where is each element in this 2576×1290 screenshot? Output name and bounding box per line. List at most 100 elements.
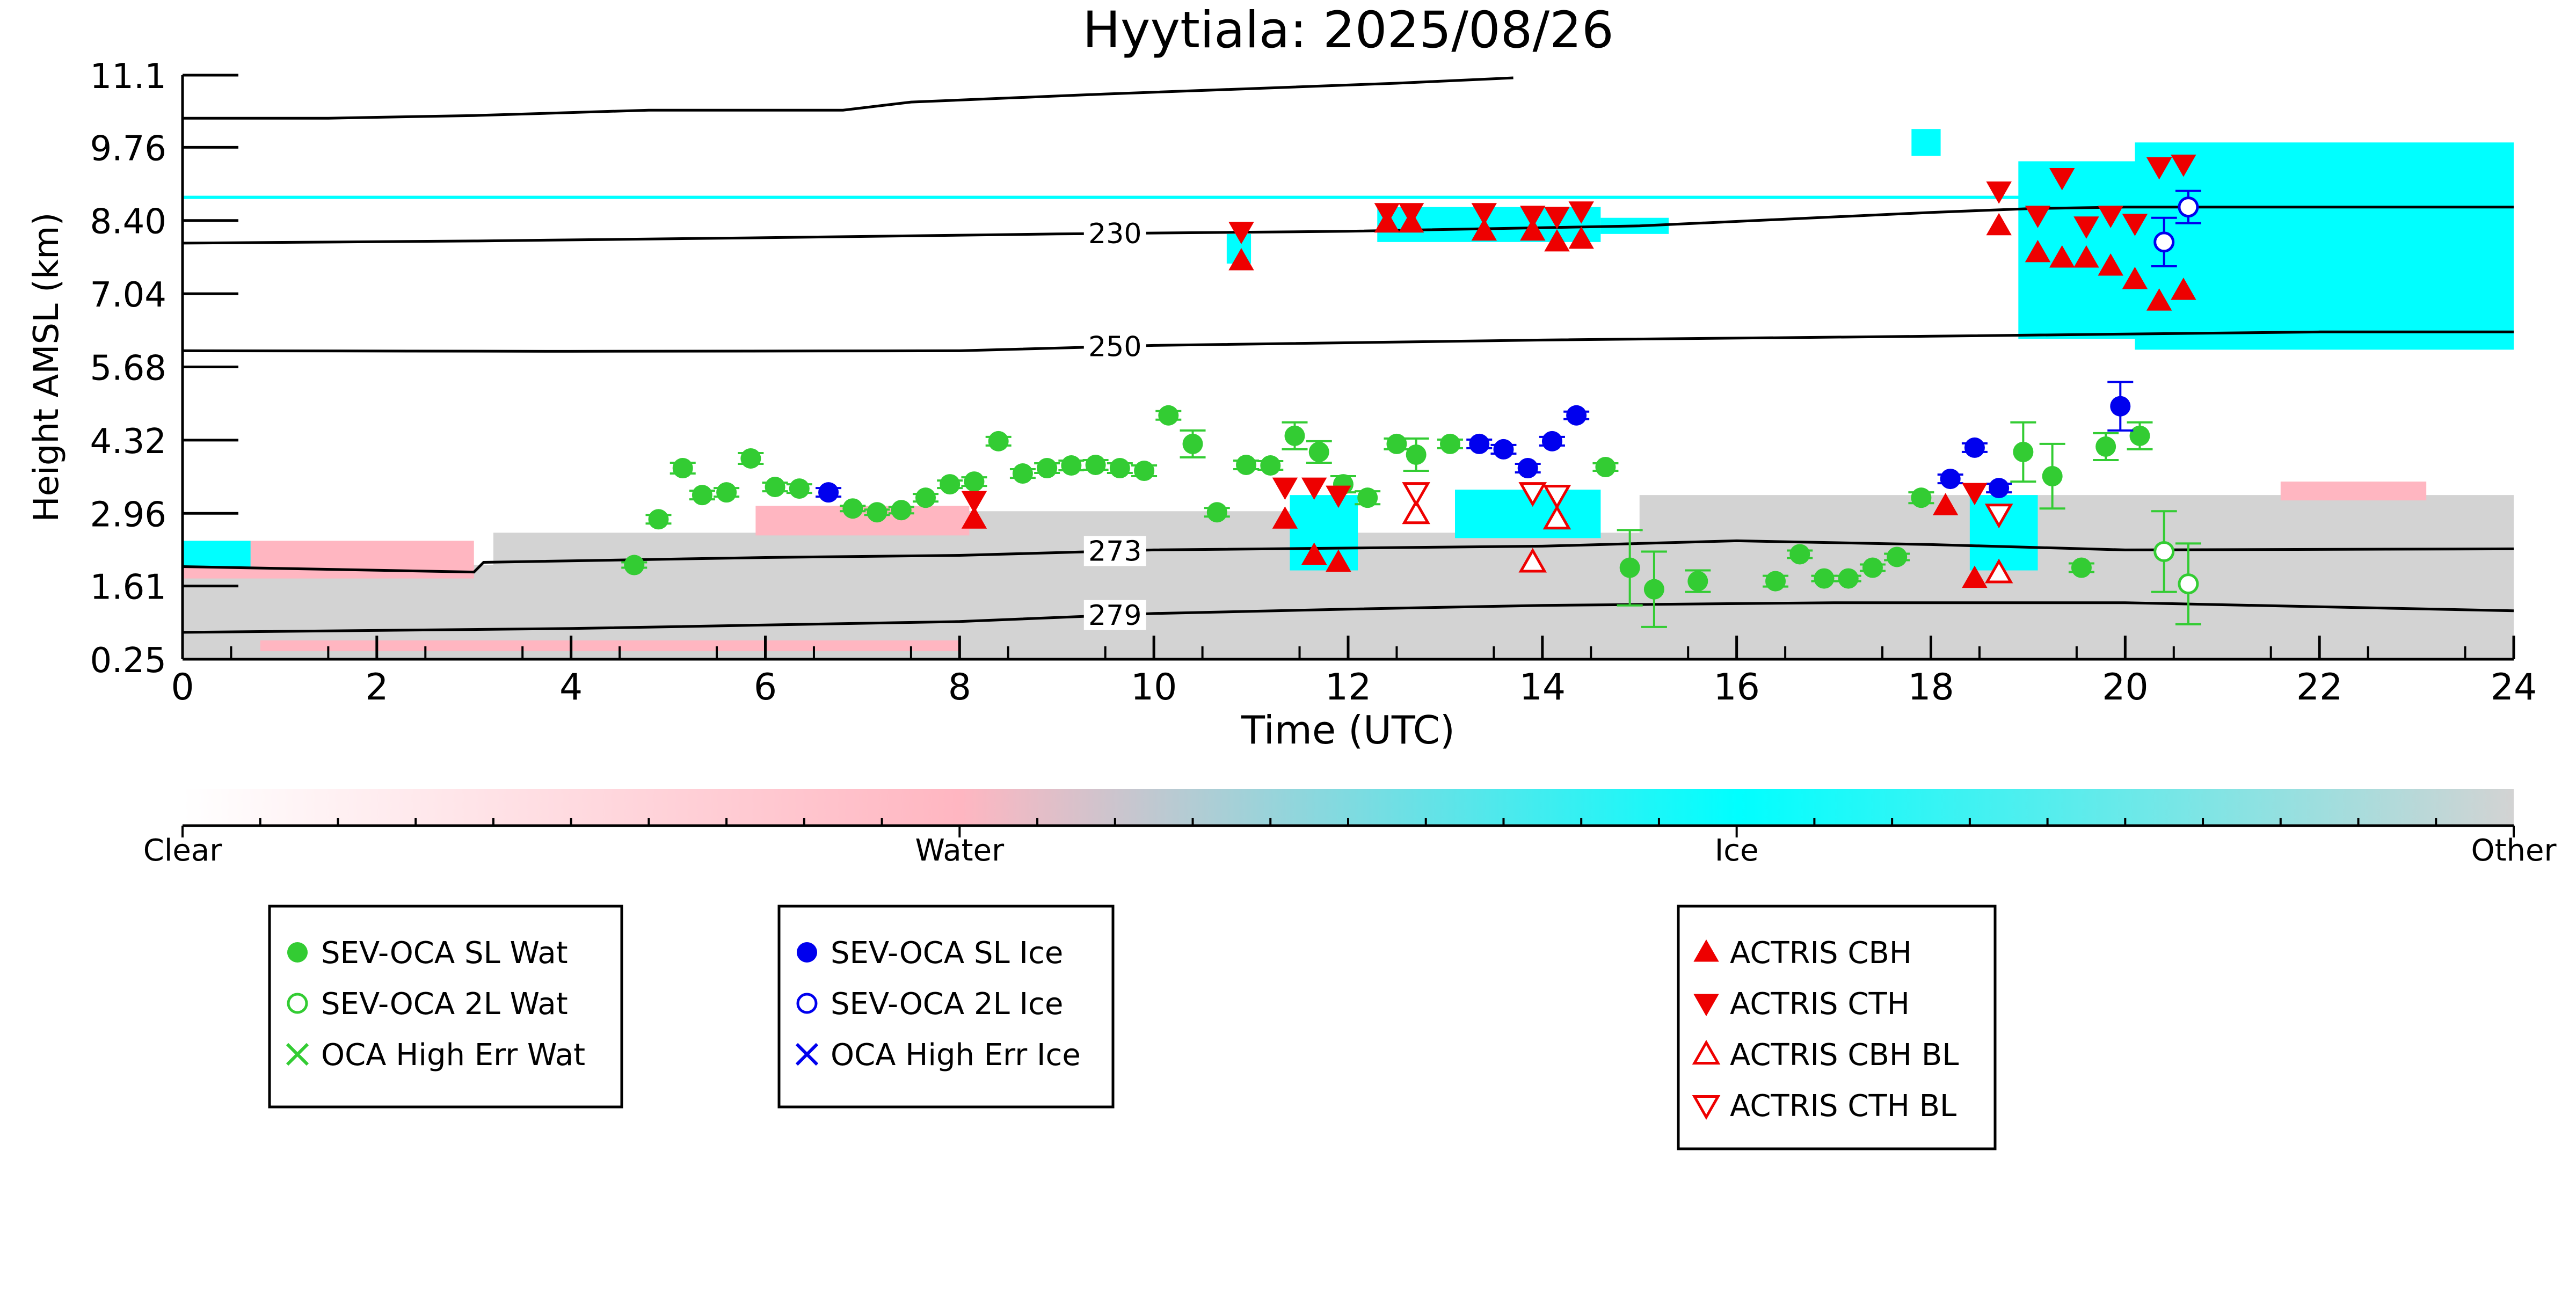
data-point [1568, 226, 1594, 249]
y-tick-label: 2.96 [90, 495, 167, 535]
data-point [1568, 201, 1594, 224]
data-point [1862, 557, 1883, 578]
x-tick-label: 0 [171, 666, 194, 709]
data-point [1260, 455, 1281, 476]
data-point [1326, 485, 1351, 508]
data-point [2098, 206, 2123, 228]
y-tick-label: 9.76 [90, 129, 167, 169]
data-point [1692, 1039, 1721, 1065]
data-point [1402, 499, 1430, 524]
data-point [2025, 239, 2051, 263]
data-point [2171, 154, 2196, 177]
data-point [2122, 267, 2148, 289]
data-point [988, 431, 1009, 451]
data-point [797, 942, 817, 963]
data-point [1386, 433, 1407, 454]
data-point [1374, 203, 1400, 225]
classification-colorbar: Clear Water Ice Other [143, 789, 2557, 868]
data-point [961, 506, 987, 529]
data-point [795, 1043, 819, 1066]
cloud-band-ice [1290, 495, 1358, 571]
data-point [1619, 557, 1640, 578]
data-point [2122, 214, 2148, 236]
data-point [1037, 458, 1058, 479]
isotherm-line [183, 76, 1513, 120]
cloud-band-ice [183, 195, 2514, 199]
data-point [2025, 206, 2051, 228]
y-tick-label: 7.04 [90, 275, 167, 315]
data-point [1789, 544, 1810, 565]
cloud-band-ice [1911, 129, 1941, 156]
x-axis-label: Time (UTC) [1241, 708, 1455, 753]
isotherm-label-bg [1083, 536, 1146, 566]
legend-label: ACTRIS CBH BL [1730, 1038, 1959, 1073]
isotherm-lines: 230 250 273 279 [183, 76, 2514, 634]
data-point [2071, 557, 2092, 578]
isotherm-line [183, 330, 2514, 353]
data-point [1962, 483, 1988, 506]
isotherm-label: 230 [1088, 218, 1141, 250]
data-point [1964, 437, 1985, 458]
legend-box [268, 905, 623, 1109]
legend-group: SEV-OCA SL Wat SEV-OCA 2L Wat OCA High Err… [268, 905, 1997, 1150]
data-point [1692, 1095, 1721, 1120]
cloud-band-other [1639, 495, 2514, 659]
legend-label: SEV-OCA SL Wat [321, 936, 568, 971]
data-point [1061, 455, 1082, 476]
x-tick-label: 24 [2491, 666, 2537, 709]
data-point [1517, 458, 1538, 479]
data-point [2049, 168, 2075, 191]
data-point [1962, 565, 1988, 588]
data-point [1402, 482, 1430, 507]
isotherm-line [183, 206, 2514, 245]
cloud-band-water [2280, 482, 2427, 501]
data-point [624, 555, 645, 575]
data-point [1398, 203, 1424, 225]
data-point [1542, 485, 1571, 510]
data-point [2153, 541, 2175, 562]
data-point [1206, 502, 1227, 523]
data-point [1301, 477, 1327, 500]
data-point [740, 448, 761, 469]
legend-label: OCA High Err Wat [321, 1038, 585, 1073]
data-point [818, 482, 839, 503]
data-point [2073, 245, 2099, 268]
data-point [789, 478, 810, 499]
data-point [2095, 436, 2116, 457]
data-point [1308, 441, 1329, 462]
data-point [1940, 469, 1961, 490]
data-point [1228, 222, 1254, 244]
data-point [2098, 253, 2123, 276]
x-tick-label: 20 [2102, 666, 2149, 709]
data-point [2042, 466, 2063, 487]
data-point [1326, 549, 1351, 572]
data-point [287, 993, 308, 1014]
colorbar-label: Other [2471, 833, 2557, 868]
cloud-band-ice [2135, 142, 2514, 350]
data-point [2073, 216, 2099, 239]
data-point [1838, 568, 1859, 589]
data-point [1228, 247, 1254, 271]
data-point [1984, 558, 2013, 584]
isotherm-label: 279 [1088, 600, 1141, 632]
data-point [1301, 542, 1327, 565]
legend-label: SEV-OCA 2L Ice [831, 987, 1063, 1022]
data-point [1911, 487, 1932, 508]
data-point [2129, 425, 2150, 446]
cloud-band-water [260, 640, 960, 651]
x-tick-label: 10 [1131, 666, 1177, 709]
isotherm-label: 273 [1088, 535, 1141, 567]
x-tick-label: 22 [2296, 666, 2343, 709]
data-point [1469, 433, 1490, 454]
y-tick-label: 5.68 [90, 348, 167, 388]
chart-title: Hyytiala: 2025/08/26 [1082, 1, 1614, 60]
data-point [964, 471, 985, 492]
cloud-band-other [911, 511, 1348, 659]
isotherm-line [183, 601, 2514, 634]
data-point [2013, 441, 2034, 462]
legend-label: OCA High Err Ice [831, 1038, 1081, 1073]
data-point [716, 482, 737, 503]
data-point [1693, 994, 1719, 1017]
data-point [1544, 207, 1570, 229]
